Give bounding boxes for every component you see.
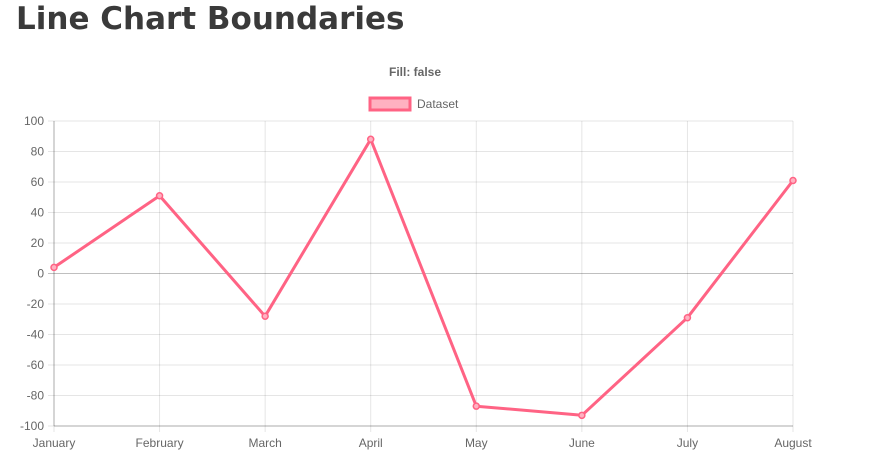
legend-label: Dataset	[417, 97, 459, 111]
data-points	[50, 135, 797, 420]
y-axis-ticks: 100 80 60 40 20 0 -20 -40 -60 -80 -100	[20, 114, 44, 433]
data-point[interactable]	[261, 312, 269, 320]
chart-title: Fill: false	[389, 65, 441, 79]
data-point[interactable]	[50, 263, 58, 272]
y-tick-label: 60	[31, 175, 45, 189]
data-point[interactable]	[578, 411, 586, 420]
data-point[interactable]	[789, 176, 797, 185]
y-tick-label: -20	[27, 297, 45, 311]
data-point[interactable]	[366, 135, 375, 144]
y-tick-label: 0	[37, 267, 44, 281]
data-point[interactable]	[472, 402, 481, 410]
x-tick-label: January	[33, 436, 76, 450]
data-point[interactable]	[155, 191, 164, 200]
x-tick-label: February	[136, 436, 184, 450]
x-tick-label: May	[465, 436, 488, 450]
grid	[48, 120, 794, 432]
x-axis-ticks: January February March April May June July Augu…	[33, 436, 813, 450]
series-line-dataset	[53, 137, 795, 417]
y-tick-label: 100	[24, 114, 44, 128]
legend-swatch	[368, 96, 412, 112]
x-tick-label: April	[359, 436, 383, 450]
x-tick-label: March	[248, 436, 281, 450]
x-tick-label: August	[774, 436, 812, 450]
y-tick-label: -100	[20, 419, 44, 433]
x-tick-label: July	[677, 436, 698, 450]
y-tick-label: 80	[31, 145, 45, 159]
y-tick-label: -40	[27, 328, 45, 342]
legend[interactable]: Dataset	[368, 96, 459, 112]
y-tick-label: 40	[31, 206, 45, 220]
y-tick-label: -80	[27, 389, 45, 403]
y-tick-label: -60	[27, 358, 45, 372]
x-tick-label: June	[569, 436, 595, 450]
page-title: Line Chart Boundaries	[16, 1, 405, 37]
data-point[interactable]	[683, 313, 692, 322]
y-tick-label: 20	[31, 236, 45, 250]
